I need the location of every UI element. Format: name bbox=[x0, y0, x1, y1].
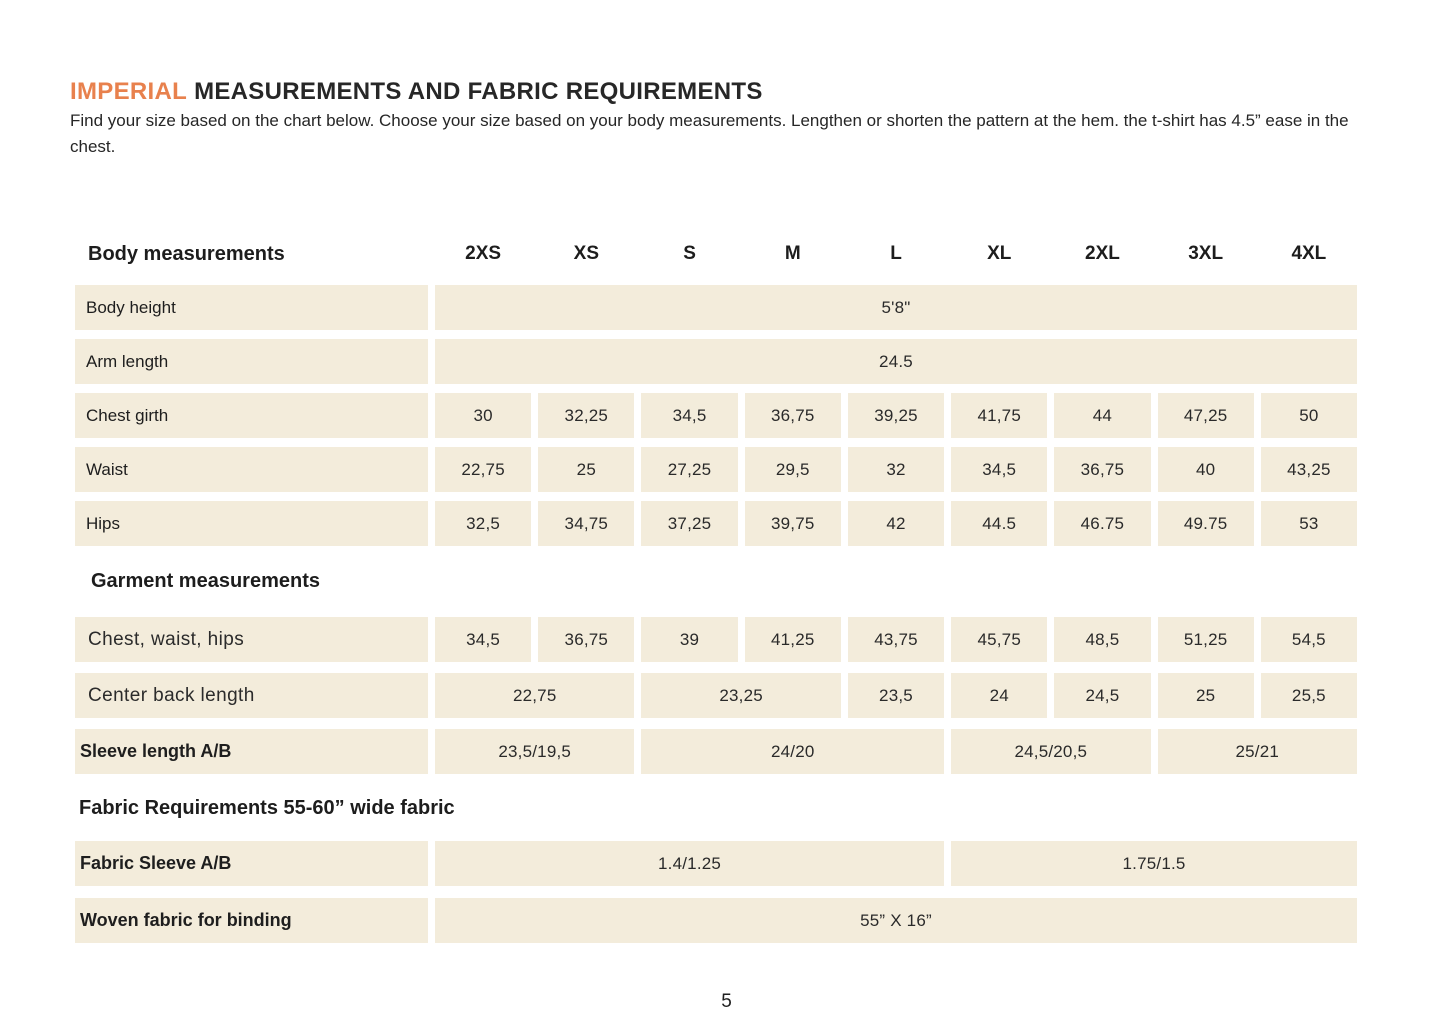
row-label: Chest girth bbox=[75, 393, 428, 438]
title-rest: MEASUREMENTS AND FABRIC REQUIREMENTS bbox=[194, 78, 763, 105]
size-chart: Body measurements 2XS XS S M L XL 2XL 3X… bbox=[75, 238, 1357, 955]
row-label: Arm length bbox=[75, 339, 428, 384]
cell-value: 32,25 bbox=[538, 393, 635, 438]
size-header-row: Body measurements 2XS XS S M L XL 2XL 3X… bbox=[75, 238, 1357, 270]
cell-value: 27,25 bbox=[641, 447, 738, 492]
row-label: Woven fabric for binding bbox=[75, 898, 428, 943]
cell-value: 41,25 bbox=[744, 617, 841, 662]
cell-value: 29,5 bbox=[744, 447, 841, 492]
cell-value: 34,5 bbox=[951, 447, 1048, 492]
table-row-chest-girth: Chest girth 30 32,25 34,5 36,75 39,25 41… bbox=[75, 393, 1357, 438]
table-row-waist: Waist 22,75 25 27,25 29,5 32 34,5 36,75 … bbox=[75, 447, 1357, 492]
cell-value: 23,5 bbox=[847, 673, 945, 718]
row-label: Waist bbox=[75, 447, 428, 492]
cell-value: 25 bbox=[538, 447, 635, 492]
cell-value: 53 bbox=[1260, 501, 1357, 546]
cell-value: 1.4/1.25 bbox=[435, 841, 945, 886]
cell-value: 23,5/19,5 bbox=[435, 729, 635, 774]
table-row-body-height: Body height 5'8" bbox=[75, 285, 1357, 330]
row-label: Hips bbox=[75, 501, 428, 546]
cell-value: 25,5 bbox=[1260, 673, 1357, 718]
cell-value: 44.5 bbox=[951, 501, 1048, 546]
cell-value: 23,25 bbox=[641, 673, 841, 718]
size-column-header: XS bbox=[573, 243, 599, 264]
cell-value: 40 bbox=[1157, 447, 1254, 492]
cell-value: 43,25 bbox=[1260, 447, 1357, 492]
cell-value: 36,75 bbox=[538, 617, 635, 662]
body-measurements-heading: Body measurements bbox=[88, 242, 285, 265]
size-column-header: L bbox=[890, 243, 902, 264]
size-column-header: M bbox=[784, 243, 801, 264]
cell-value: 49.75 bbox=[1157, 501, 1254, 546]
page-title: IMPERIAL MEASUREMENTS AND FABRIC REQUIREM… bbox=[70, 78, 763, 106]
row-label: Center back length bbox=[75, 673, 428, 718]
row-label: Sleeve length A/B bbox=[75, 729, 428, 774]
cell-value: 51,25 bbox=[1157, 617, 1254, 662]
cell-value: 34,5 bbox=[641, 393, 738, 438]
cell-value: 32,5 bbox=[435, 501, 532, 546]
row-label: Body height bbox=[75, 285, 428, 330]
cell-value: 41,75 bbox=[951, 393, 1048, 438]
cell-value: 24 bbox=[951, 673, 1048, 718]
table-row-hips: Hips 32,5 34,75 37,25 39,75 42 44.5 46.7… bbox=[75, 501, 1357, 546]
row-label: Fabric Sleeve A/B bbox=[75, 841, 428, 886]
cell-value: 36,75 bbox=[744, 393, 841, 438]
cell-value: 32 bbox=[847, 447, 945, 492]
cell-value: 39,25 bbox=[847, 393, 945, 438]
size-column-header: 2XS bbox=[465, 243, 502, 264]
cell-value: 39 bbox=[641, 617, 738, 662]
title-highlight: IMPERIAL bbox=[70, 78, 188, 105]
cell-value: 22,75 bbox=[435, 447, 532, 492]
cell-value: 47,25 bbox=[1157, 393, 1254, 438]
cell-value: 24/20 bbox=[641, 729, 945, 774]
cell-value: 25/21 bbox=[1157, 729, 1357, 774]
cell-value: 5'8" bbox=[435, 285, 1357, 330]
cell-value: 55” X 16” bbox=[435, 898, 1357, 943]
cell-value: 39,75 bbox=[744, 501, 841, 546]
cell-value: 30 bbox=[435, 393, 532, 438]
cell-value: 46.75 bbox=[1054, 501, 1151, 546]
cell-value: 54,5 bbox=[1260, 617, 1357, 662]
table-row-arm-length: Arm length 24.5 bbox=[75, 339, 1357, 384]
cell-value: 22,75 bbox=[435, 673, 635, 718]
cell-value: 45,75 bbox=[951, 617, 1048, 662]
cell-value: 50 bbox=[1260, 393, 1357, 438]
intro-text: Find your size based on the chart below.… bbox=[70, 111, 1349, 156]
garment-measurements-heading: Garment measurements bbox=[91, 570, 320, 592]
cell-value: 25 bbox=[1157, 673, 1254, 718]
table-row-garment-chest-waist-hips: Chest, waist, hips 34,5 36,75 39 41,25 4… bbox=[75, 617, 1357, 662]
page-number: 5 bbox=[721, 991, 732, 1012]
size-column-header: 4XL bbox=[1291, 243, 1327, 264]
table-row-sleeve-length: Sleeve length A/B 23,5/19,5 24/20 24,5/2… bbox=[75, 729, 1357, 774]
cell-value: 42 bbox=[847, 501, 945, 546]
row-label: Chest, waist, hips bbox=[75, 617, 428, 662]
size-column-header: 3XL bbox=[1188, 243, 1224, 264]
table-row-fabric-sleeve: Fabric Sleeve A/B 1.4/1.25 1.75/1.5 bbox=[75, 841, 1357, 886]
cell-value: 43,75 bbox=[847, 617, 945, 662]
size-column-header: S bbox=[683, 243, 696, 264]
size-column-header: XL bbox=[987, 243, 1012, 264]
cell-value: 24,5/20,5 bbox=[951, 729, 1151, 774]
cell-value: 34,75 bbox=[538, 501, 635, 546]
cell-value: 44 bbox=[1054, 393, 1151, 438]
fabric-requirements-heading: Fabric Requirements 55-60” wide fabric bbox=[79, 797, 455, 819]
cell-value: 1.75/1.5 bbox=[951, 841, 1357, 886]
cell-value: 24,5 bbox=[1054, 673, 1151, 718]
cell-value: 36,75 bbox=[1054, 447, 1151, 492]
table-row-woven-fabric-binding: Woven fabric for binding 55” X 16” bbox=[75, 898, 1357, 943]
size-column-header: 2XL bbox=[1085, 243, 1120, 264]
cell-value: 34,5 bbox=[435, 617, 532, 662]
cell-value: 48,5 bbox=[1054, 617, 1151, 662]
cell-value: 37,25 bbox=[641, 501, 738, 546]
table-row-center-back-length: Center back length 22,75 23,25 23,5 24 2… bbox=[75, 673, 1357, 718]
cell-value: 24.5 bbox=[435, 339, 1357, 384]
